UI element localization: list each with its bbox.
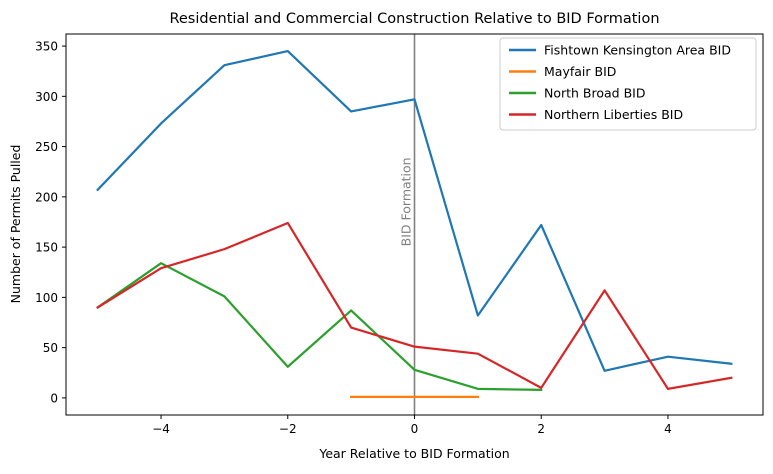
bid-formation-label: BID Formation [399, 157, 414, 246]
y-tick-label: 250 [35, 140, 58, 154]
series-line-2 [96, 262, 543, 391]
y-tick-label: 0 [50, 391, 58, 405]
y-tick-label: 350 [35, 40, 58, 54]
legend-label-1: Mayfair BID [544, 64, 616, 79]
chart-title: Residential and Commercial Construction … [169, 11, 659, 27]
legend-label-3: Northern Liberties BID [544, 107, 683, 122]
y-tick-label: 50 [43, 341, 58, 355]
series-line-0 [96, 49, 733, 372]
y-tick-label: 150 [35, 241, 58, 255]
legend: Fishtown Kensington Area BID Mayfair BID N… [499, 37, 757, 131]
y-tick-label: 100 [35, 291, 58, 305]
legend-box [499, 37, 757, 131]
x-tick-label: 4 [664, 422, 672, 436]
plot-area: BID Formation [96, 34, 733, 415]
axes: −4 −2 0 2 4 0 50 100 150 200 250 300 350 [35, 33, 764, 436]
x-tick-label: 0 [411, 422, 419, 436]
x-tick-label: −2 [279, 422, 297, 436]
x-tick-label: 2 [537, 422, 545, 436]
x-tick-label: −4 [152, 422, 170, 436]
y-tick-label: 300 [35, 90, 58, 104]
x-axis-label: Year Relative to BID Formation [318, 446, 509, 461]
y-tick-label: 200 [35, 190, 58, 204]
series-line-3 [96, 221, 733, 390]
legend-label-2: North Broad BID [544, 86, 645, 101]
y-axis-label: Number of Permits Pulled [8, 145, 23, 304]
legend-label-0: Fishtown Kensington Area BID [544, 43, 731, 58]
